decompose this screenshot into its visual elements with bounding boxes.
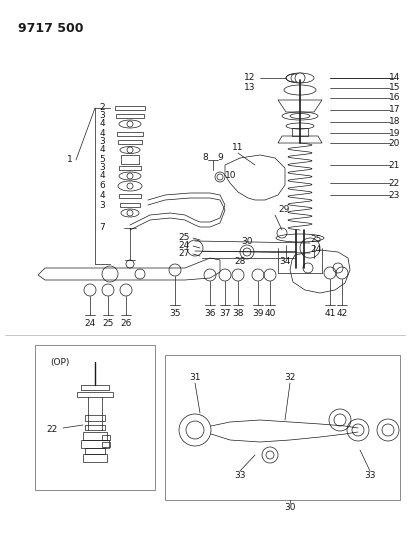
Circle shape [291,74,299,82]
Bar [81,385,109,390]
Text: 39: 39 [252,309,264,318]
Bar [83,432,107,440]
Text: 4: 4 [99,146,105,155]
Text: 16: 16 [388,93,400,102]
Bar [116,114,144,118]
Text: 30: 30 [241,238,253,246]
Bar [121,155,139,164]
Text: 29: 29 [278,206,289,214]
Text: 10: 10 [225,171,236,180]
Text: 24: 24 [84,319,96,327]
Text: 24: 24 [179,241,190,251]
Bar [117,132,143,136]
Text: 31: 31 [189,374,201,383]
Circle shape [295,73,305,83]
Text: (OP): (OP) [50,358,69,367]
Text: 4: 4 [99,130,105,139]
Text: 23: 23 [389,190,400,199]
Bar [85,448,105,454]
Text: 3: 3 [99,200,105,209]
Text: 28: 28 [234,257,246,266]
Text: 33: 33 [234,471,246,480]
Bar [102,435,110,440]
Text: 19: 19 [388,128,400,138]
Circle shape [352,424,364,436]
Text: 3: 3 [99,111,105,120]
Bar [81,440,109,448]
Text: 25: 25 [310,236,321,245]
Text: 37: 37 [219,309,231,318]
Bar [83,454,107,462]
Text: 33: 33 [364,471,376,480]
Text: 9: 9 [217,154,223,163]
Text: 3: 3 [99,164,105,173]
Text: 32: 32 [284,374,296,383]
Text: 4: 4 [99,172,105,181]
Text: 14: 14 [389,74,400,83]
Bar [292,128,308,136]
Text: 11: 11 [232,143,244,152]
Text: 41: 41 [324,309,336,318]
Bar [118,140,142,144]
Circle shape [217,174,223,180]
Text: 1: 1 [67,156,73,165]
Circle shape [334,414,346,426]
Text: 36: 36 [204,309,216,318]
Text: 9717 500: 9717 500 [18,22,83,35]
Circle shape [243,248,251,256]
Text: 24: 24 [310,246,321,254]
Text: 40: 40 [264,309,276,318]
Bar [120,203,140,207]
Text: 25: 25 [102,319,114,327]
Text: 3: 3 [99,138,105,147]
Circle shape [186,421,204,439]
Bar [119,194,141,198]
Text: 20: 20 [389,139,400,148]
Text: 22: 22 [389,179,400,188]
Bar [119,166,141,170]
Text: 13: 13 [243,84,255,93]
Text: 12: 12 [244,74,255,83]
Text: 21: 21 [389,160,400,169]
Text: 4: 4 [99,191,105,200]
Text: 2: 2 [99,103,105,112]
Text: 26: 26 [120,319,132,327]
Text: 18: 18 [388,117,400,126]
Text: 22: 22 [47,425,58,434]
Bar [115,106,145,110]
Text: 25: 25 [179,233,190,243]
Text: 42: 42 [336,309,348,318]
Text: 30: 30 [284,504,296,513]
Bar [85,415,105,421]
Bar [77,392,113,397]
Bar [85,425,105,430]
Text: 6: 6 [99,182,105,190]
Text: 5: 5 [99,155,105,164]
Text: 15: 15 [388,84,400,93]
Text: 7: 7 [99,223,105,232]
Text: 8: 8 [202,154,208,163]
Text: 27: 27 [179,249,190,259]
Circle shape [266,451,274,459]
Bar [165,355,400,500]
Text: 4: 4 [99,119,105,128]
Text: 17: 17 [388,106,400,115]
Circle shape [382,424,394,436]
Text: 35: 35 [169,309,181,318]
Bar [35,345,155,490]
Bar [102,442,110,447]
Text: 38: 38 [232,309,244,318]
Text: 34: 34 [279,257,291,266]
